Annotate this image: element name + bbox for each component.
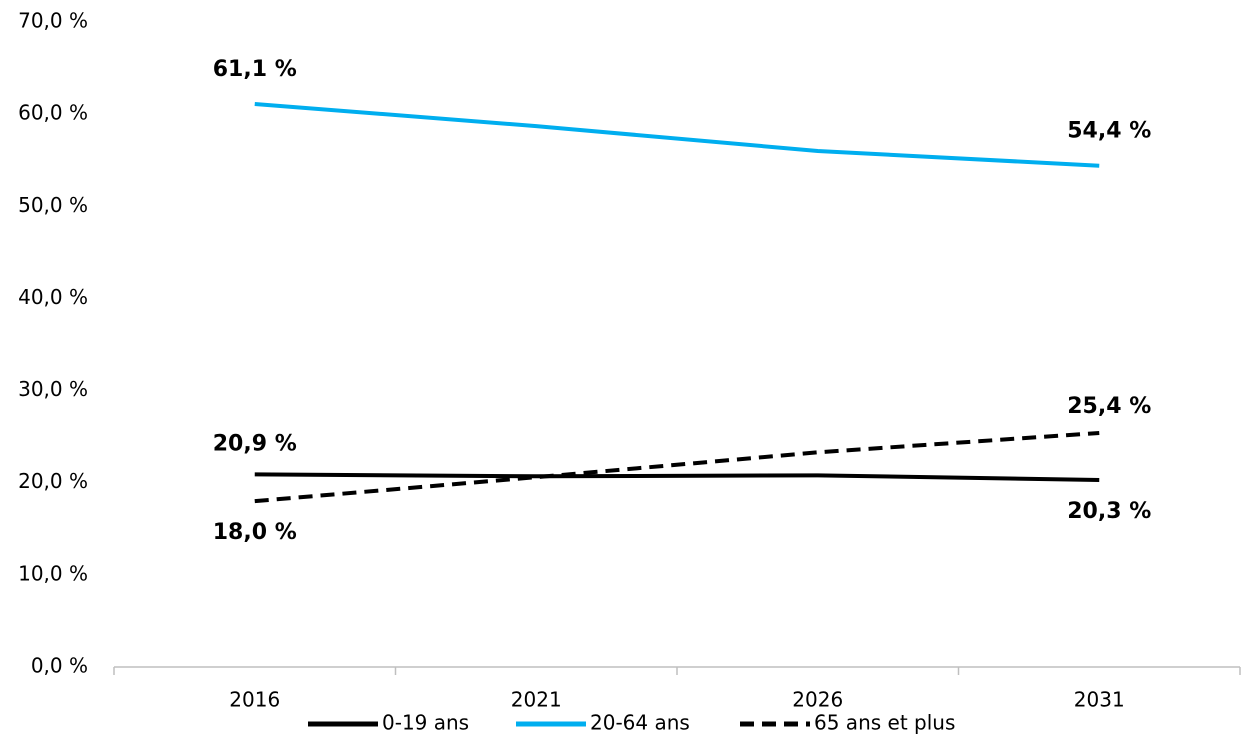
x-tick-label: 2026 bbox=[792, 688, 843, 712]
y-tick-label: 40,0 % bbox=[18, 285, 88, 309]
series-line bbox=[254, 102, 1100, 168]
y-tick-label: 10,0 % bbox=[18, 561, 88, 585]
value-label: 18,0 % bbox=[213, 520, 297, 545]
value-label: 54,4 % bbox=[1067, 119, 1151, 144]
series-line bbox=[254, 472, 1100, 482]
value-label: 20,9 % bbox=[213, 431, 297, 456]
legend-label: 65 ans et plus bbox=[814, 711, 955, 735]
y-tick-label: 0,0 % bbox=[31, 654, 88, 678]
y-tick-label: 30,0 % bbox=[18, 377, 88, 401]
y-tick-label: 70,0 % bbox=[18, 9, 88, 33]
legend-label: 0-19 ans bbox=[382, 711, 469, 735]
series-line bbox=[254, 430, 1100, 504]
x-tick-label: 2021 bbox=[511, 688, 562, 712]
x-tick-label: 2016 bbox=[229, 688, 280, 712]
y-tick-label: 60,0 % bbox=[18, 101, 88, 125]
legend-label: 20-64 ans bbox=[590, 711, 690, 735]
value-label: 25,4 % bbox=[1067, 394, 1151, 419]
y-tick-label: 20,0 % bbox=[18, 469, 88, 493]
y-tick-label: 50,0 % bbox=[18, 193, 88, 217]
value-label: 61,1 % bbox=[213, 57, 297, 82]
value-label: 20,3 % bbox=[1067, 499, 1151, 524]
x-tick-label: 2031 bbox=[1074, 688, 1125, 712]
